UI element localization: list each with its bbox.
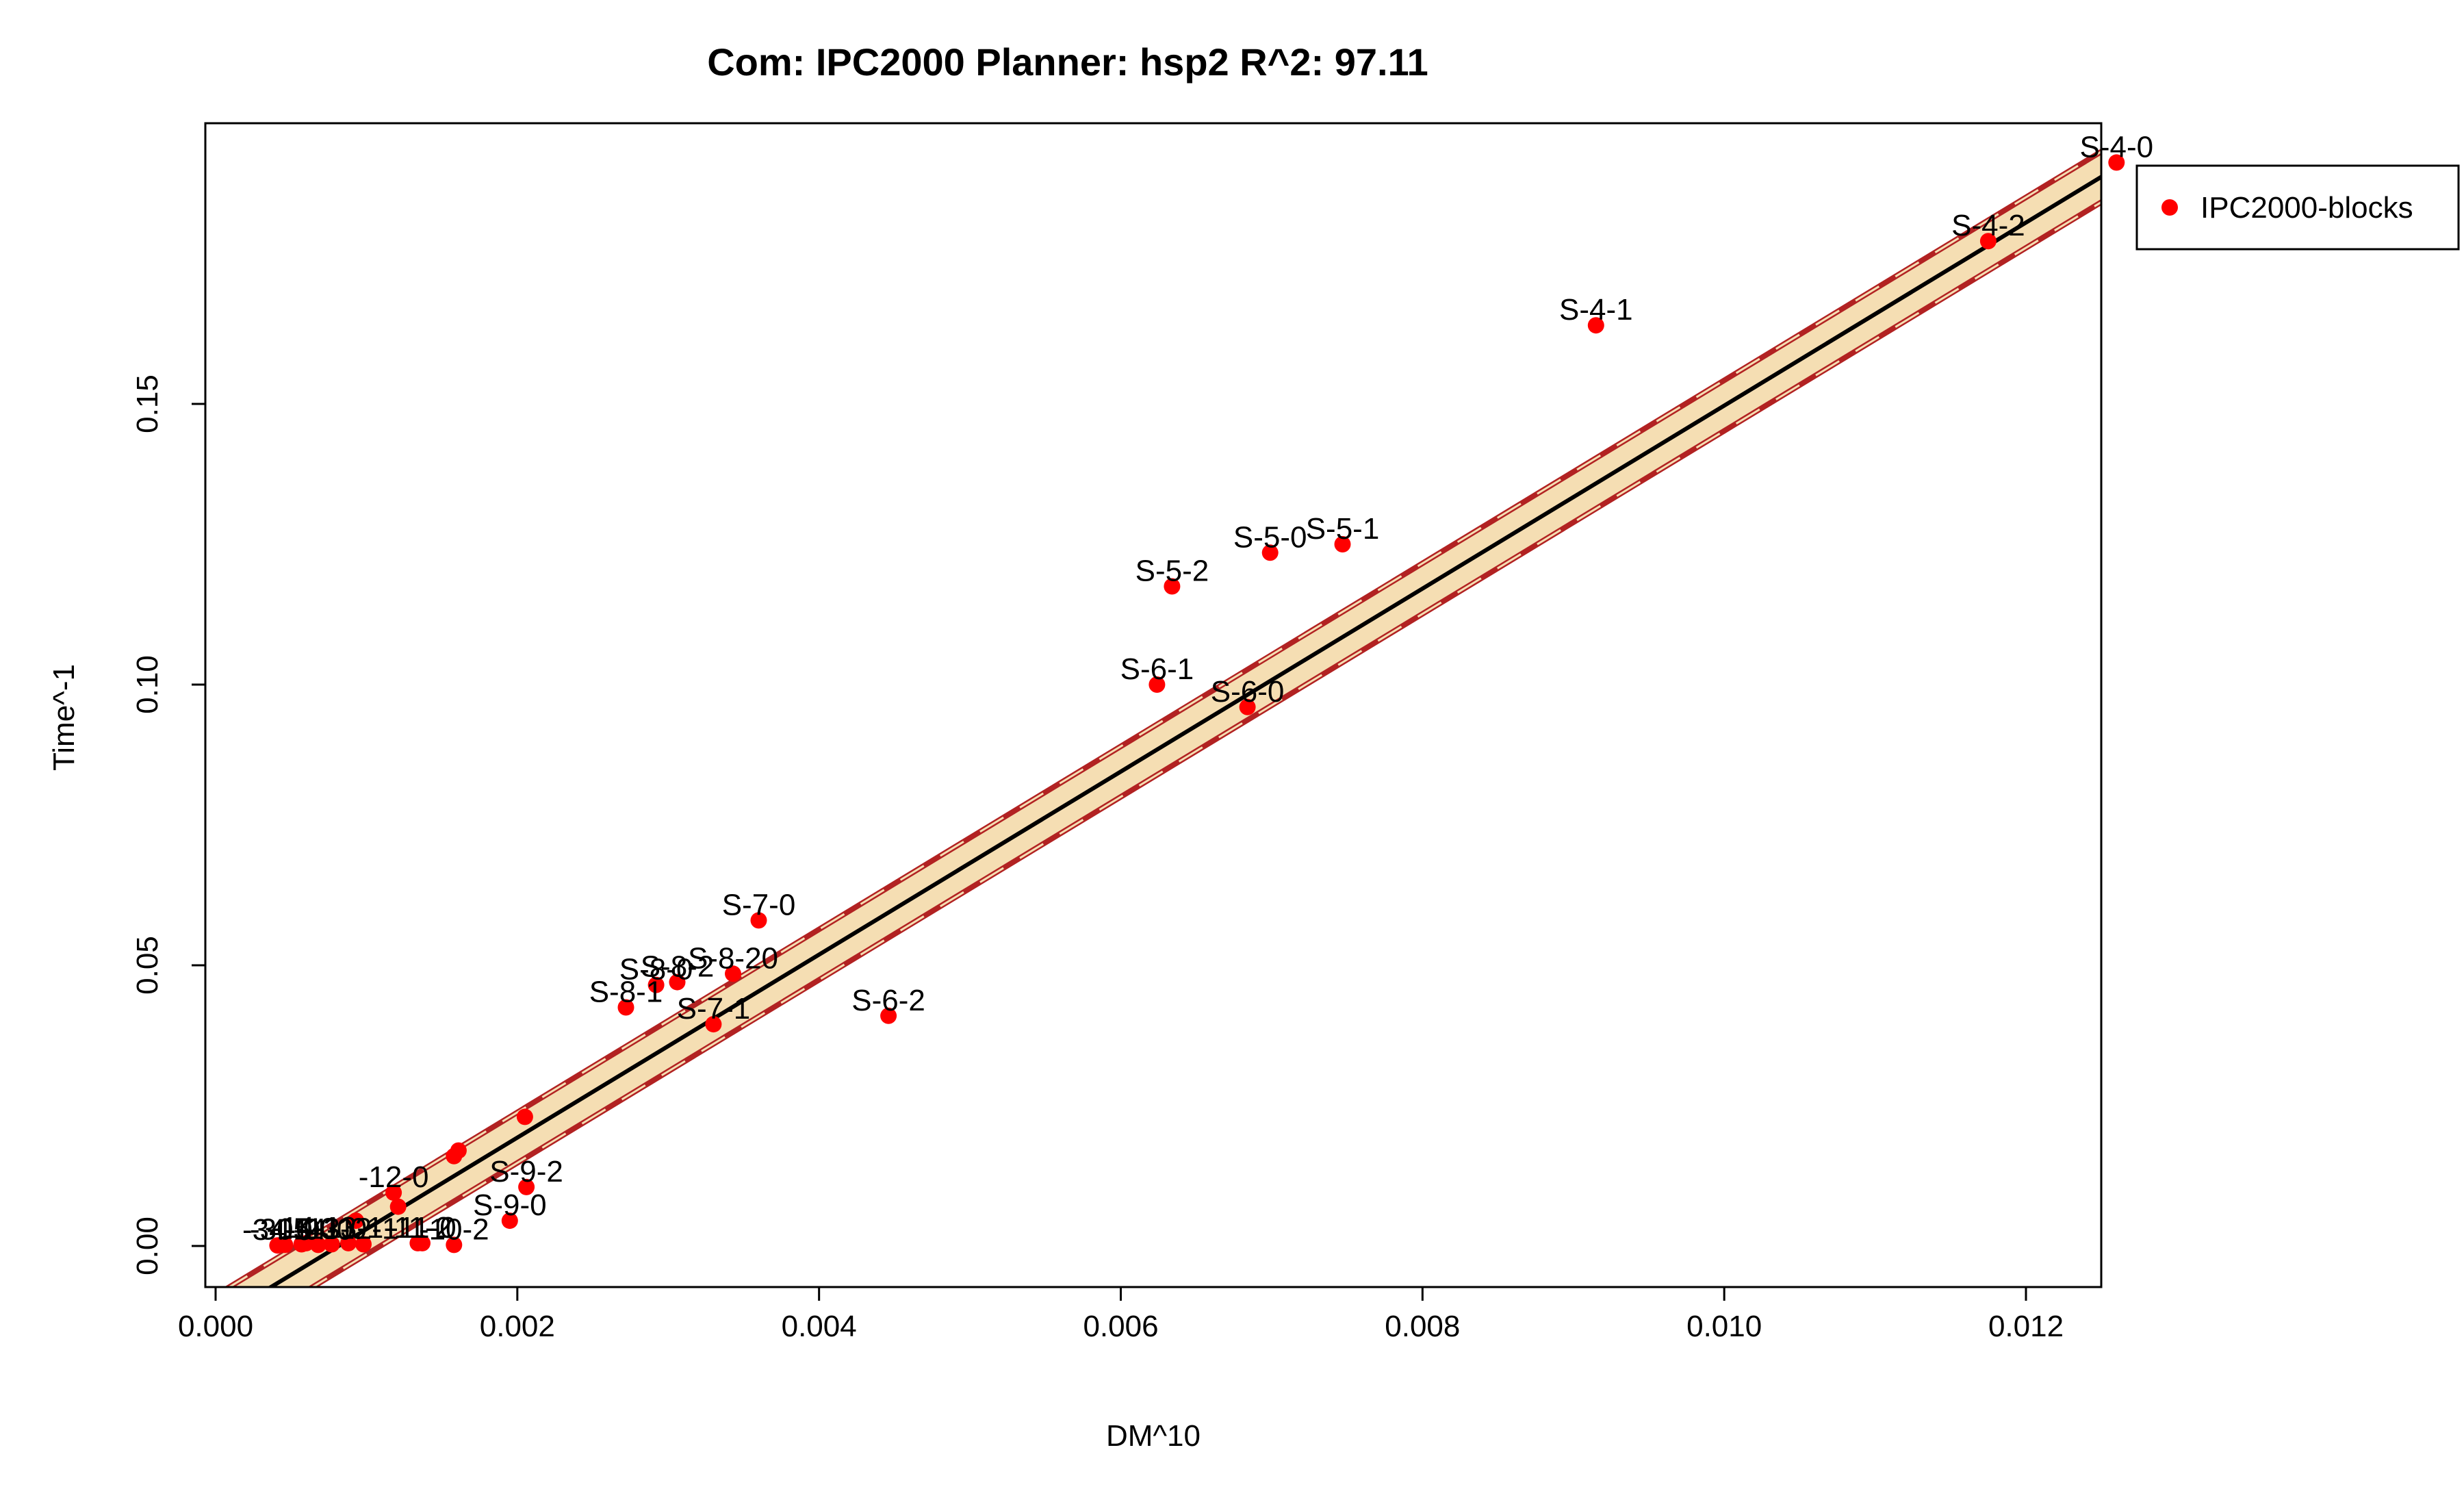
data-point: [1164, 578, 1181, 595]
point-label: S-8-2: [641, 950, 715, 984]
point-label: -14-1: [271, 1211, 342, 1245]
point-label: -12-1: [329, 1212, 399, 1246]
data-point: [750, 912, 767, 929]
point-labels-layer: S-4-0 S-4-2 S-4-1 S-5-1S-5-0 S-5-2 S-6-1 S-6-0…: [242, 130, 2153, 1247]
point-label: -15-0: [266, 1212, 337, 1246]
point-label: S-8-20: [688, 941, 778, 975]
x-tick-label: 0.002: [480, 1310, 555, 1343]
x-axis: 0.000 0.002 0.004 0.006 0.008 0.010 0.012: [178, 1286, 2064, 1343]
data-point: [1239, 698, 1256, 715]
data-point: [340, 1234, 357, 1251]
point-label: S-9-2: [489, 1155, 563, 1188]
x-axis-label: DM^10: [1106, 1419, 1201, 1453]
point-label: S-8-1: [589, 976, 663, 1009]
data-point: [647, 976, 665, 993]
point-label: S-6-2: [851, 984, 925, 1017]
point-label: S-4-1: [1559, 293, 1633, 327]
confidence-band-layer: [224, 148, 2101, 1287]
legend: IPC2000-blocks: [2135, 164, 2460, 251]
data-point: [389, 1198, 407, 1215]
confidence-band-lower-dash: [310, 201, 2101, 1287]
data-point: [385, 1184, 402, 1201]
data-point: [348, 1212, 364, 1230]
point-label: S-5-1: [1306, 512, 1380, 546]
point-label: S-5-2: [1135, 555, 1209, 588]
y-tick-label: 0.05: [131, 936, 164, 995]
legend-marker: [2161, 199, 2178, 216]
data-point: [2108, 154, 2125, 171]
point-label: -13-0: [296, 1212, 367, 1246]
data-points-layer: [269, 154, 2125, 1254]
data-point: [880, 1007, 897, 1024]
data-point: [309, 1236, 326, 1253]
data-point: [269, 1237, 286, 1254]
point-label: S-4-0: [2080, 130, 2154, 164]
point-label: S-9-0: [473, 1188, 547, 1222]
point-label: S-7-1: [677, 992, 751, 1026]
point-label: -12-0: [359, 1160, 429, 1194]
point-label: S-6-1: [1120, 652, 1194, 686]
data-point: [501, 1212, 518, 1230]
point-label: -10-2: [419, 1212, 489, 1246]
data-point: [705, 1016, 722, 1033]
point-label: -14-0: [283, 1212, 354, 1246]
y-axis-label: Time^-1: [47, 664, 81, 771]
legend-label: IPC2000-blocks: [2200, 191, 2413, 225]
y-tick-label: 0.10: [131, 655, 164, 714]
data-point: [293, 1236, 310, 1253]
data-point: [617, 999, 634, 1016]
data-point: [323, 1236, 340, 1253]
data-point: [518, 1178, 535, 1195]
y-tick-label: 0.00: [131, 1217, 164, 1275]
point-label: S-8-0: [619, 953, 693, 987]
y-axis: 0.00 0.05 0.10 0.15: [131, 374, 207, 1275]
regression-line: [267, 174, 2101, 1287]
point-label: S-6-0: [1211, 675, 1285, 709]
data-point: [1587, 317, 1604, 334]
x-tick-label: 0.010: [1686, 1310, 1762, 1343]
x-tick-label: 0.008: [1385, 1310, 1460, 1343]
point-label: -11-0: [388, 1211, 456, 1245]
point-label: S-7-0: [722, 888, 796, 921]
data-point: [1261, 544, 1279, 561]
point-label: -11-2: [384, 1211, 452, 1245]
data-point: [1979, 233, 1997, 250]
point-label: -13-1: [313, 1211, 384, 1245]
chart-title: Com: IPC2000 Planner: hsp2 R^2: 97.11: [707, 40, 1428, 84]
data-point: [1148, 676, 1166, 693]
data-point: [1334, 536, 1351, 552]
x-tick-label: 0.004: [782, 1310, 857, 1343]
data-point: [409, 1234, 426, 1251]
data-point: [725, 965, 741, 982]
point-label: -34-0: [242, 1213, 313, 1247]
x-tick-label: 0.006: [1083, 1310, 1158, 1343]
y-tick-label: 0.15: [131, 374, 164, 433]
data-point: [516, 1108, 533, 1125]
data-point: [446, 1147, 463, 1165]
confidence-band-upper-dash: [227, 150, 2101, 1287]
x-tick-label: 0.000: [178, 1310, 253, 1343]
x-tick-label: 0.012: [1988, 1310, 2064, 1343]
point-label: S-5-0: [1233, 520, 1307, 554]
data-point: [669, 973, 686, 991]
data-point: [355, 1236, 372, 1253]
point-label: S-4-2: [1951, 209, 2025, 242]
legend-box: [2135, 164, 2460, 251]
fit-line-layer: [267, 174, 2101, 1287]
data-point: [446, 1236, 463, 1253]
point-label: -30-0: [250, 1212, 320, 1246]
